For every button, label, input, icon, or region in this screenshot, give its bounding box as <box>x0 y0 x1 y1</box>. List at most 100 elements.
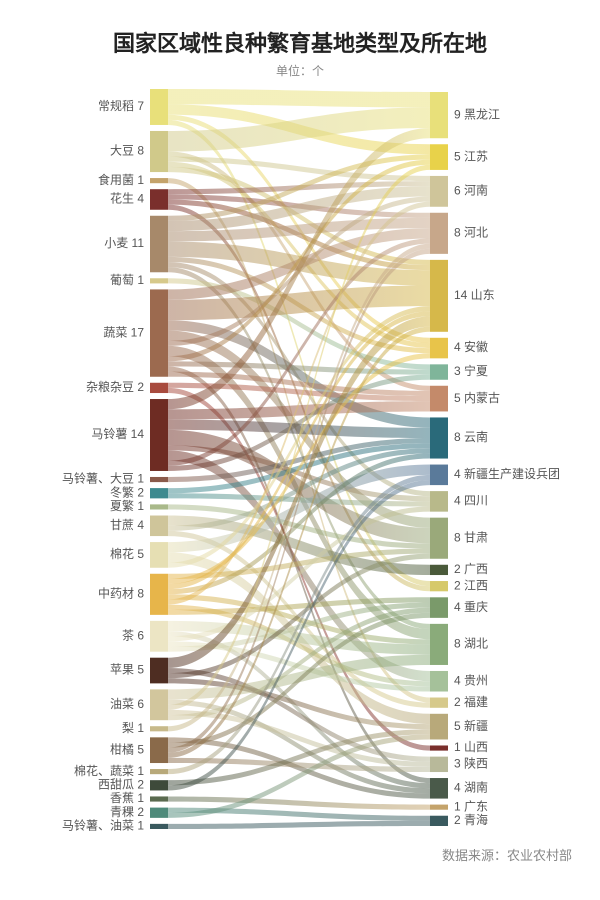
node-label-right: 4 安徽 <box>454 339 488 354</box>
sankey-node-right <box>430 671 448 692</box>
sankey-node-left <box>150 278 168 283</box>
sankey-node-right <box>430 624 448 665</box>
node-label-left: 大豆 8 <box>110 144 144 158</box>
sankey-node-right <box>430 338 448 359</box>
node-label-right: 2 广西 <box>454 562 488 576</box>
node-label-right: 8 云南 <box>454 429 488 444</box>
sankey-node-left <box>150 383 168 393</box>
sankey-node-left <box>150 542 168 568</box>
node-label-right: 1 广东 <box>454 799 488 813</box>
node-label-right: 8 河北 <box>454 225 488 239</box>
node-label-left: 苹果 5 <box>110 663 144 677</box>
node-label-right: 6 河南 <box>454 183 488 198</box>
node-label-right: 8 湖北 <box>454 636 488 651</box>
node-label-right: 2 青海 <box>454 812 488 827</box>
sankey-node-left <box>150 689 168 720</box>
node-label-left: 小麦 11 <box>104 236 144 250</box>
node-label-right: 2 福建 <box>454 694 488 709</box>
sankey-node-right <box>430 176 448 207</box>
node-label-left: 甘蔗 4 <box>110 518 144 532</box>
node-label-left: 西甜瓜 2 <box>98 777 144 791</box>
sankey-node-right <box>430 757 448 772</box>
sankey-node-right <box>430 565 448 575</box>
sankey-node-right <box>430 144 448 170</box>
sankey-chart: 常规稻 7 大豆 8 食用菌 1 花生 4 小麦 11 葡萄 1 蔬菜 17 杂粮杂豆 2 马铃… <box>20 79 580 839</box>
node-label-left: 食用菌 1 <box>98 172 144 187</box>
node-label-right: 14 山东 <box>454 288 495 302</box>
sankey-node-right <box>430 364 448 379</box>
sankey-node-left <box>150 178 168 183</box>
node-label-left: 中药材 8 <box>98 585 144 600</box>
node-label-left: 花生 4 <box>110 191 144 206</box>
node-label-right: 4 湖南 <box>454 779 488 794</box>
node-label-left: 棉花、蔬菜 1 <box>74 763 144 778</box>
sankey-node-right <box>430 518 448 559</box>
node-label-left: 梨 1 <box>122 721 144 735</box>
sankey-node-left <box>150 477 168 482</box>
node-label-right: 5 江苏 <box>454 149 488 163</box>
sankey-link <box>168 821 430 829</box>
node-label-left: 棉花 5 <box>110 546 144 561</box>
sankey-node-right <box>430 386 448 412</box>
sankey-node-left <box>150 289 168 376</box>
node-label-right: 3 陕西 <box>454 755 488 770</box>
sankey-link <box>168 796 430 809</box>
sankey-node-right <box>430 581 448 591</box>
sankey-node-right <box>430 213 448 254</box>
node-label-left: 香蕉 1 <box>110 791 144 805</box>
node-label-right: 3 宁夏 <box>454 363 488 378</box>
node-label-left: 青稞 2 <box>110 805 144 819</box>
sankey-node-left <box>150 504 168 509</box>
node-label-left: 茶 6 <box>122 627 144 642</box>
node-label-right: 2 江西 <box>454 578 488 592</box>
sankey-node-left <box>150 574 168 615</box>
node-label-left: 夏繁 1 <box>110 498 144 513</box>
sankey-node-right <box>430 465 448 486</box>
node-label-left: 杂粮杂豆 2 <box>86 379 144 394</box>
node-label-left: 柑橘 5 <box>110 741 144 756</box>
chart-subtitle: 单位：个 <box>0 62 600 79</box>
data-source: 数据来源：农业农村部 <box>0 845 600 864</box>
sankey-node-left <box>150 824 168 829</box>
sankey-node-left <box>150 488 168 498</box>
sankey-node-left <box>150 131 168 172</box>
sankey-node-right <box>430 491 448 512</box>
sankey-node-left <box>150 808 168 818</box>
sankey-node-left <box>150 516 168 537</box>
chart-title: 国家区域性良种繁育基地类型及所在地 <box>0 26 600 58</box>
sankey-node-right <box>430 260 448 332</box>
sankey-node-right <box>430 805 448 810</box>
sankey-node-left <box>150 769 168 774</box>
node-label-left: 冬繁 2 <box>110 484 144 499</box>
sankey-node-right <box>430 417 448 458</box>
node-label-right: 5 内蒙古 <box>454 390 500 405</box>
node-label-left: 蔬菜 17 <box>103 325 144 339</box>
sankey-node-left <box>150 216 168 273</box>
sankey-node-right <box>430 597 448 618</box>
node-label-left: 常规稻 7 <box>98 98 144 113</box>
sankey-node-left <box>150 780 168 790</box>
node-label-right: 4 新疆生产建设兵团 <box>454 466 560 481</box>
sankey-node-left <box>150 796 168 801</box>
sankey-node-left <box>150 658 168 684</box>
node-label-left: 马铃薯、大豆 1 <box>62 471 144 486</box>
node-label-left: 马铃薯、油菜 1 <box>62 818 144 833</box>
node-label-right: 8 甘肃 <box>454 530 488 544</box>
sankey-link <box>168 89 430 107</box>
sankey-node-left <box>150 726 168 731</box>
node-label-right: 5 新疆 <box>454 718 488 733</box>
node-label-right: 4 重庆 <box>454 600 488 614</box>
sankey-node-right <box>430 816 448 826</box>
node-label-left: 葡萄 1 <box>110 273 144 287</box>
sankey-node-right <box>430 745 448 750</box>
node-label-left: 马铃薯 14 <box>91 426 144 441</box>
sankey-node-right <box>430 778 448 799</box>
sankey-node-left <box>150 399 168 471</box>
sankey-node-left <box>150 89 168 125</box>
sankey-node-left <box>150 189 168 210</box>
sankey-node-left <box>150 621 168 652</box>
node-label-left: 油菜 6 <box>110 697 144 711</box>
node-label-right: 4 四川 <box>454 494 488 508</box>
sankey-node-left <box>150 737 168 763</box>
node-label-right: 4 贵州 <box>454 673 488 687</box>
